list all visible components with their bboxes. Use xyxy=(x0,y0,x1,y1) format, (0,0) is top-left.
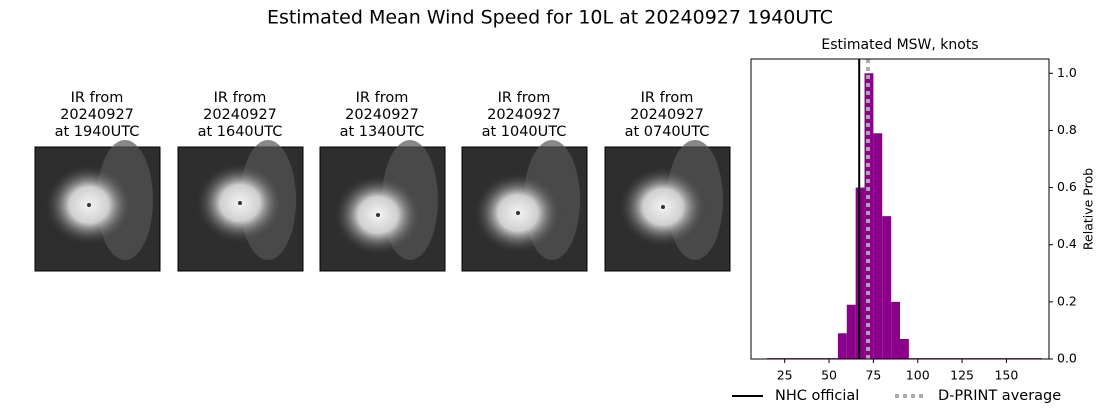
panel-label: 20240927 xyxy=(487,107,561,123)
storm-eye xyxy=(238,201,242,205)
panel-label: IR from xyxy=(214,90,267,106)
storm-eye xyxy=(516,211,520,215)
bar xyxy=(864,73,874,360)
panel-label: IR from xyxy=(498,90,551,106)
panel-label: at 1340UTC xyxy=(340,124,425,140)
panel-label: at 1940UTC xyxy=(55,124,140,140)
panel-label: IR from xyxy=(641,90,694,106)
chart-title: Estimated MSW, knots xyxy=(821,37,978,53)
y-tick-label: 0.0 xyxy=(1057,351,1077,366)
storm-eye xyxy=(661,205,665,209)
panel-label: at 0740UTC xyxy=(625,124,710,140)
bar xyxy=(837,333,847,359)
panel-label: IR from xyxy=(356,90,409,106)
bar xyxy=(900,339,909,359)
legend-label: D-PRINT average xyxy=(938,388,1061,404)
legend-label: NHC official xyxy=(775,388,859,404)
panel-label: at 1040UTC xyxy=(482,124,567,140)
x-tick-label: 100 xyxy=(906,368,930,383)
storm-eye xyxy=(376,213,380,217)
storm-eye xyxy=(87,203,91,207)
main-title: Estimated Mean Wind Speed for 10L at 202… xyxy=(267,7,833,29)
panel-label: IR from xyxy=(71,90,124,106)
bar xyxy=(891,301,900,359)
x-tick-label: 125 xyxy=(950,368,974,383)
y-tick-label: 0.8 xyxy=(1057,122,1077,137)
panel-label: 20240927 xyxy=(60,107,134,123)
panel-label: at 1640UTC xyxy=(198,124,283,140)
axes-frame xyxy=(750,58,1050,360)
y-axis-label: Relative Prob xyxy=(1081,168,1096,250)
bar xyxy=(882,216,892,359)
y-tick-label: 0.4 xyxy=(1057,236,1077,251)
x-tick-label: 75 xyxy=(865,368,881,383)
bar xyxy=(846,304,856,359)
bar xyxy=(873,133,883,359)
x-tick-label: 150 xyxy=(994,368,1018,383)
x-tick-label: 50 xyxy=(821,368,837,383)
panel-label: 20240927 xyxy=(345,107,419,123)
panel-label: 20240927 xyxy=(203,107,277,123)
y-tick-label: 0.2 xyxy=(1057,293,1077,308)
panel-label: 20240927 xyxy=(630,107,704,123)
y-tick-label: 0.6 xyxy=(1057,179,1077,194)
y-tick-label: 1.0 xyxy=(1057,65,1077,80)
x-tick-label: 25 xyxy=(777,368,793,383)
